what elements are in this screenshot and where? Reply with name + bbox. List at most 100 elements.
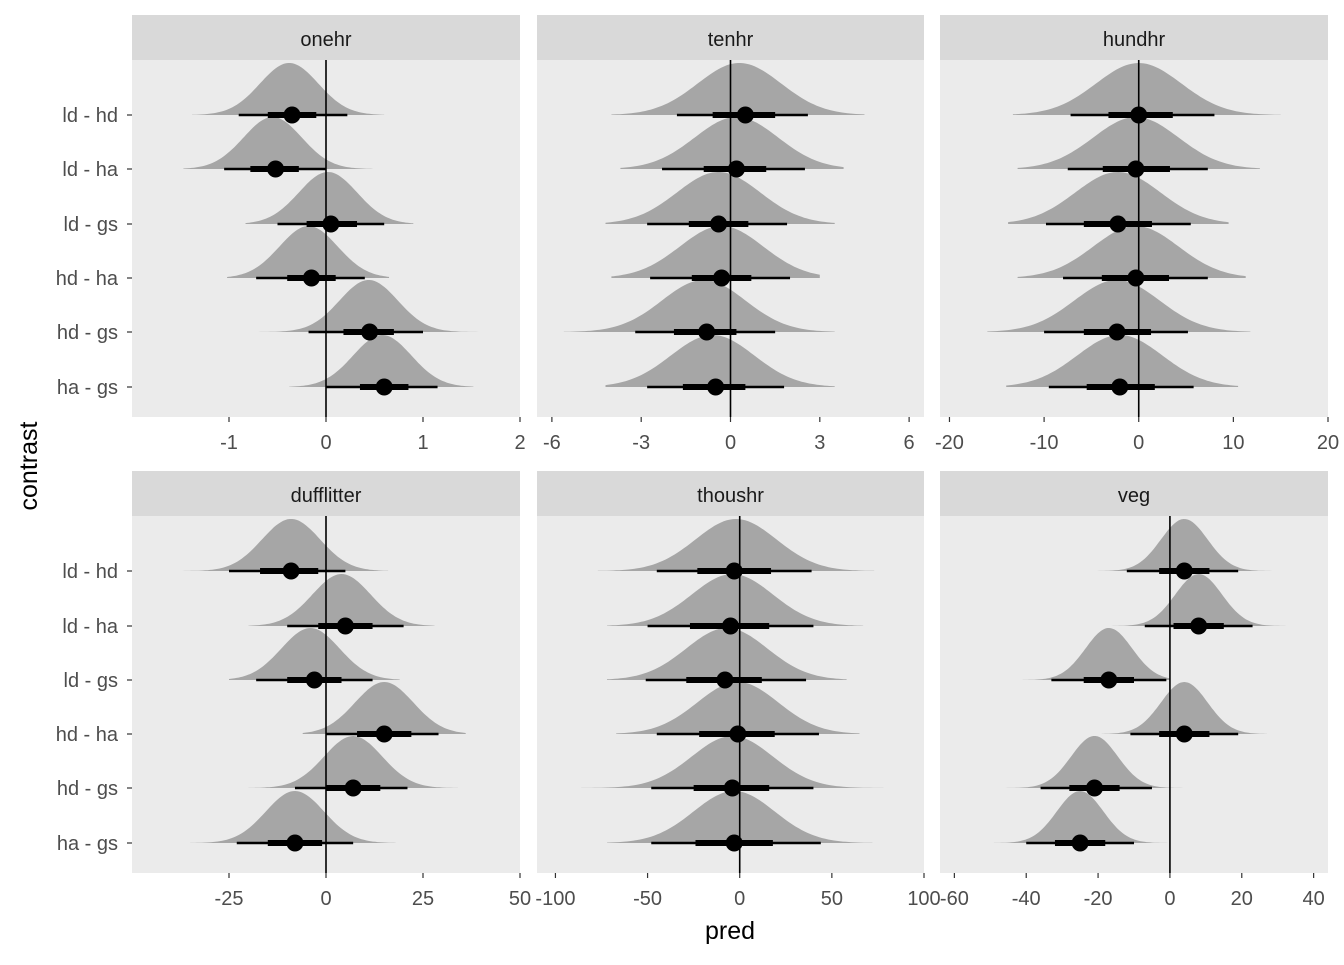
density-ld-gs bbox=[605, 172, 835, 224]
x-tick-label: -1 bbox=[220, 432, 238, 454]
density-ld-ha bbox=[248, 574, 435, 626]
y-axis-title: contrast bbox=[15, 421, 43, 510]
median-point-hd-ha bbox=[713, 269, 731, 287]
median-point-ha-gs bbox=[707, 378, 725, 396]
strip-background bbox=[537, 15, 924, 60]
x-tick-label: -40 bbox=[1012, 888, 1041, 910]
density-hd-gs bbox=[581, 736, 884, 788]
strip-background bbox=[940, 471, 1328, 516]
median-point-ld-hd bbox=[1175, 562, 1193, 580]
strip-background bbox=[940, 15, 1328, 60]
y-tick-label: ld - ha bbox=[62, 159, 118, 181]
density-hd-gs bbox=[563, 280, 835, 332]
y-tick-label: ha - gs bbox=[57, 833, 118, 855]
facet-strip-label: tenhr bbox=[708, 29, 754, 51]
facet-dufflitter: dufflitter ld - hd ld - ha ld - gs hd - ha hd… bbox=[56, 471, 531, 910]
facet-strip-label: onehr bbox=[300, 29, 351, 51]
x-tick-label: 20 bbox=[1231, 888, 1253, 910]
median-point-hd-ha bbox=[375, 725, 393, 743]
y-tick-label: hd - ha bbox=[56, 268, 119, 290]
y-tick-label: hd - gs bbox=[57, 778, 118, 800]
x-tick-label: 6 bbox=[904, 432, 915, 454]
density-ld-gs bbox=[1008, 172, 1229, 224]
density-hd-gs bbox=[987, 280, 1251, 332]
density-ld-gs bbox=[229, 628, 400, 680]
median-point-hd-gs bbox=[698, 323, 716, 341]
y-tick-label: ha - gs bbox=[57, 377, 118, 399]
median-point-ha-gs bbox=[1071, 834, 1089, 852]
x-tick-label: -20 bbox=[1084, 888, 1113, 910]
median-point-ld-hd bbox=[283, 106, 301, 124]
density-hd-ha bbox=[611, 226, 820, 278]
density-ld-ha bbox=[620, 117, 844, 169]
density-ha-gs bbox=[993, 791, 1170, 843]
median-point-ld-gs bbox=[1109, 215, 1127, 233]
density-ld-gs bbox=[245, 172, 414, 224]
median-point-ld-gs bbox=[716, 671, 734, 689]
x-tick-label: 3 bbox=[814, 432, 825, 454]
median-point-ld-ha bbox=[1190, 617, 1208, 635]
x-tick-label: 2 bbox=[514, 432, 525, 454]
density-ld-hd bbox=[192, 63, 385, 115]
density-hd-gs bbox=[248, 736, 458, 788]
y-tick-label: ld - gs bbox=[64, 214, 118, 236]
median-point-ha-gs bbox=[286, 834, 304, 852]
x-tick-label: -60 bbox=[940, 888, 969, 910]
median-point-ha-gs bbox=[375, 378, 393, 396]
x-tick-label: 50 bbox=[509, 888, 531, 910]
median-point-hd-ha bbox=[1175, 725, 1193, 743]
y-tick-label: ld - ha bbox=[62, 616, 118, 638]
x-tick-label: -50 bbox=[633, 888, 662, 910]
median-point-ld-hd bbox=[736, 106, 754, 124]
x-tick-label: 25 bbox=[412, 888, 434, 910]
median-point-hd-gs bbox=[1108, 323, 1126, 341]
facet-thoushr: thoushr -100 -50 0 50 100 bbox=[535, 471, 941, 910]
density-ld-hd bbox=[597, 519, 875, 571]
density-hd-gs bbox=[258, 280, 482, 332]
median-point-ld-gs bbox=[710, 215, 728, 233]
facet-strip-label: thoushr bbox=[697, 485, 764, 507]
y-tick-label: ld - hd bbox=[62, 561, 118, 583]
x-tick-label: 0 bbox=[1164, 888, 1175, 910]
density-hd-ha bbox=[227, 226, 390, 278]
density-hd-ha bbox=[302, 682, 466, 734]
density-hd-ha bbox=[1101, 682, 1267, 734]
median-point-hd-ha bbox=[302, 269, 320, 287]
density-hd-ha bbox=[616, 682, 860, 734]
facet-veg: veg -60 -40 -20 0 20 40 bbox=[940, 471, 1328, 910]
y-tick-label: ld - gs bbox=[64, 670, 118, 692]
x-tick-label: 20 bbox=[1317, 432, 1339, 454]
x-tick-label: 0 bbox=[734, 888, 745, 910]
median-point-ld-hd bbox=[725, 562, 743, 580]
density-ha-gs bbox=[190, 791, 396, 843]
density-ld-ha bbox=[1105, 574, 1289, 626]
x-tick-label: 1 bbox=[417, 432, 428, 454]
x-tick-label: 0 bbox=[725, 432, 736, 454]
facet-strip-label: veg bbox=[1118, 485, 1150, 507]
median-point-hd-gs bbox=[723, 779, 741, 797]
strip-background bbox=[132, 15, 520, 60]
median-point-ld-gs bbox=[305, 671, 323, 689]
density-ld-ha bbox=[183, 117, 373, 169]
median-point-ld-ha bbox=[267, 160, 285, 178]
median-point-hd-gs bbox=[344, 779, 362, 797]
x-tick-label: 0 bbox=[320, 888, 331, 910]
density-hd-gs bbox=[1001, 736, 1199, 788]
median-point-ld-ha bbox=[1127, 160, 1145, 178]
density-ha-gs bbox=[1006, 335, 1239, 387]
density-ld-gs bbox=[1022, 628, 1170, 680]
median-point-hd-gs bbox=[361, 323, 379, 341]
density-ld-hd bbox=[1076, 519, 1282, 571]
facet-hundhr: hundhr -20 -10 0 10 20 bbox=[935, 15, 1339, 454]
facet-strip-label: dufflitter bbox=[291, 485, 362, 507]
x-tick-label: -6 bbox=[543, 432, 561, 454]
median-point-ld-gs bbox=[322, 215, 340, 233]
x-tick-label: -10 bbox=[1030, 432, 1059, 454]
density-ld-gs bbox=[607, 628, 847, 680]
density-ha-gs bbox=[289, 335, 474, 387]
x-tick-label: 50 bbox=[821, 888, 843, 910]
x-axis-title: pred bbox=[705, 917, 755, 945]
x-tick-label: -100 bbox=[535, 888, 575, 910]
